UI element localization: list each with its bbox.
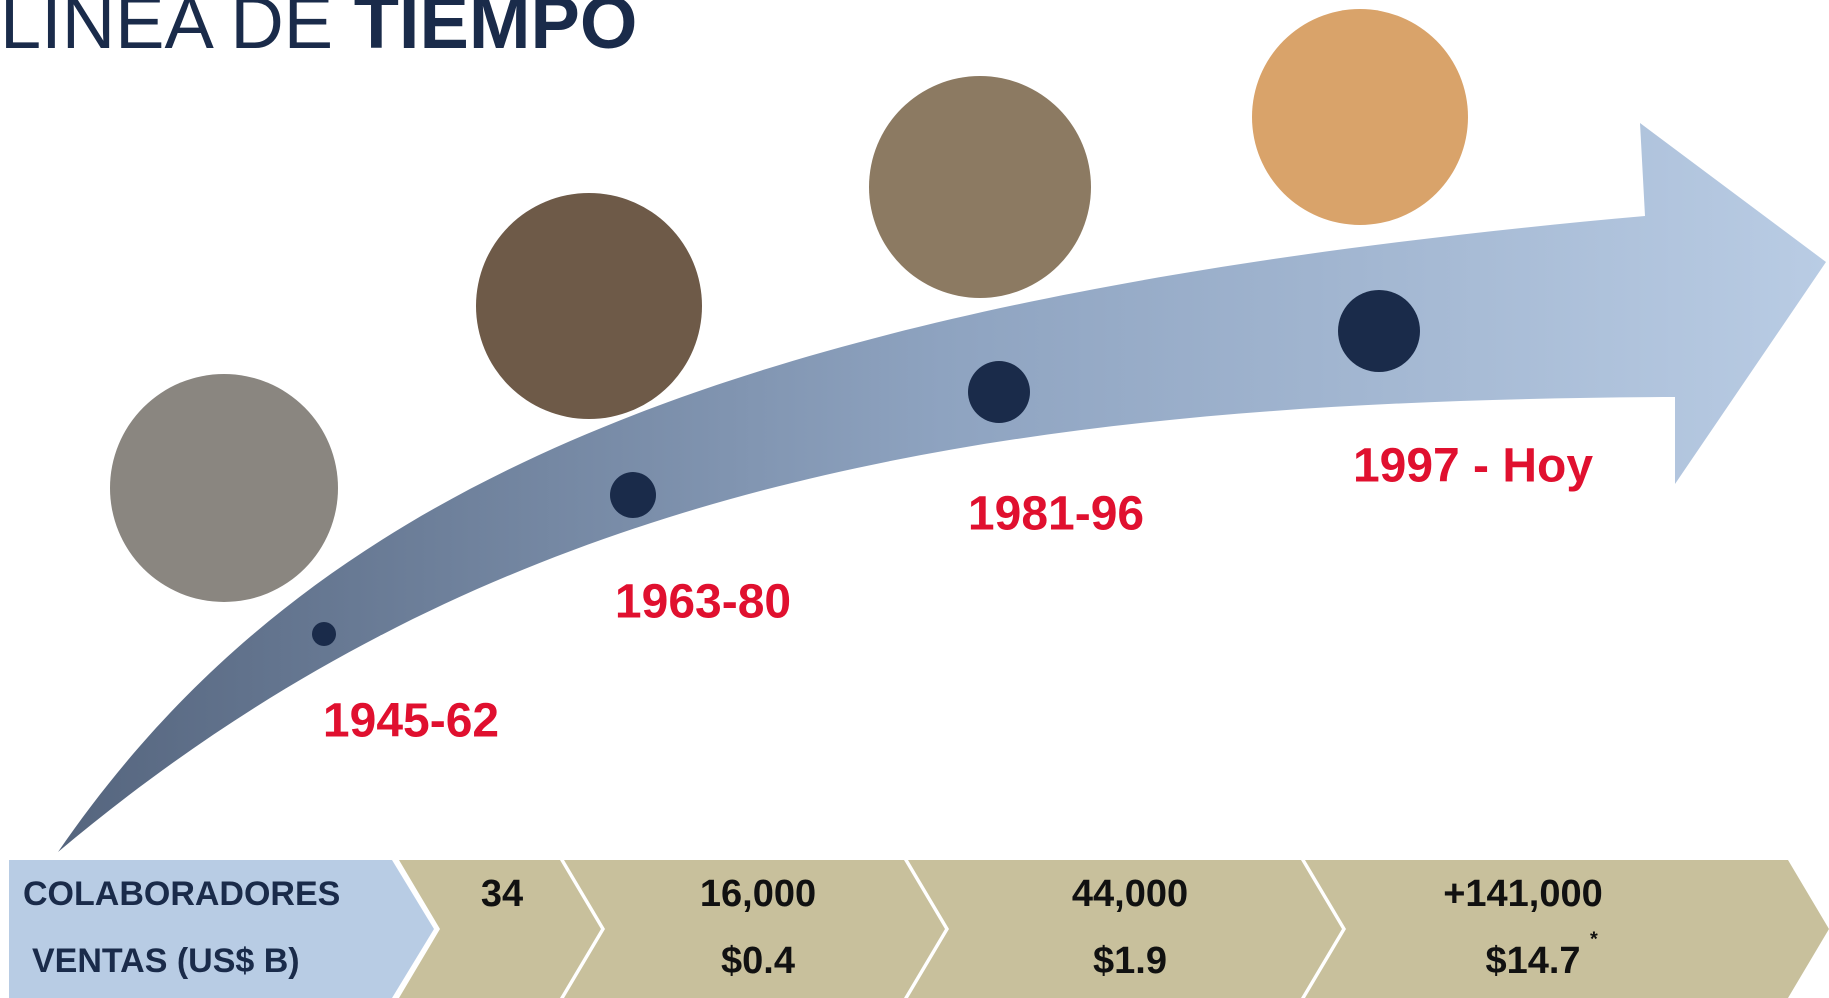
value: $0.4 [721,940,795,982]
photo [476,193,702,419]
title-light: LINEA DE [0,0,333,64]
value: $1.9 [1093,940,1167,982]
photo [110,374,338,602]
title-bold: TIEMPO [354,0,638,64]
period-label: 1997 - Hoy [1353,440,1593,493]
title: LINEA DE TIEMPO [0,0,637,64]
value: +141,000 [1443,873,1603,915]
value: 44,000 [1072,873,1188,915]
dot [312,622,336,646]
row-label: VENTAS (US$ B) [32,942,300,980]
dot [1338,290,1420,372]
photo [1252,9,1468,225]
footnote-mark: * [1590,928,1598,950]
period-label: 1963-80 [615,576,791,629]
row-label: COLABORADORES [23,875,340,913]
value: 34 [481,873,523,915]
page: LINEA DE TIEMPO 1945-62 1963-80 1981-96 … [0,0,1829,998]
period-label: 1981-96 [968,488,1144,541]
value: 16,000 [700,873,816,915]
value: $14.7 [1485,940,1580,982]
dot [610,472,656,518]
dot [968,361,1030,423]
photo [869,76,1091,298]
slide: LINEA DE TIEMPO 1945-62 1963-80 1981-96 … [0,0,1829,998]
period-label: 1945-62 [323,695,499,748]
